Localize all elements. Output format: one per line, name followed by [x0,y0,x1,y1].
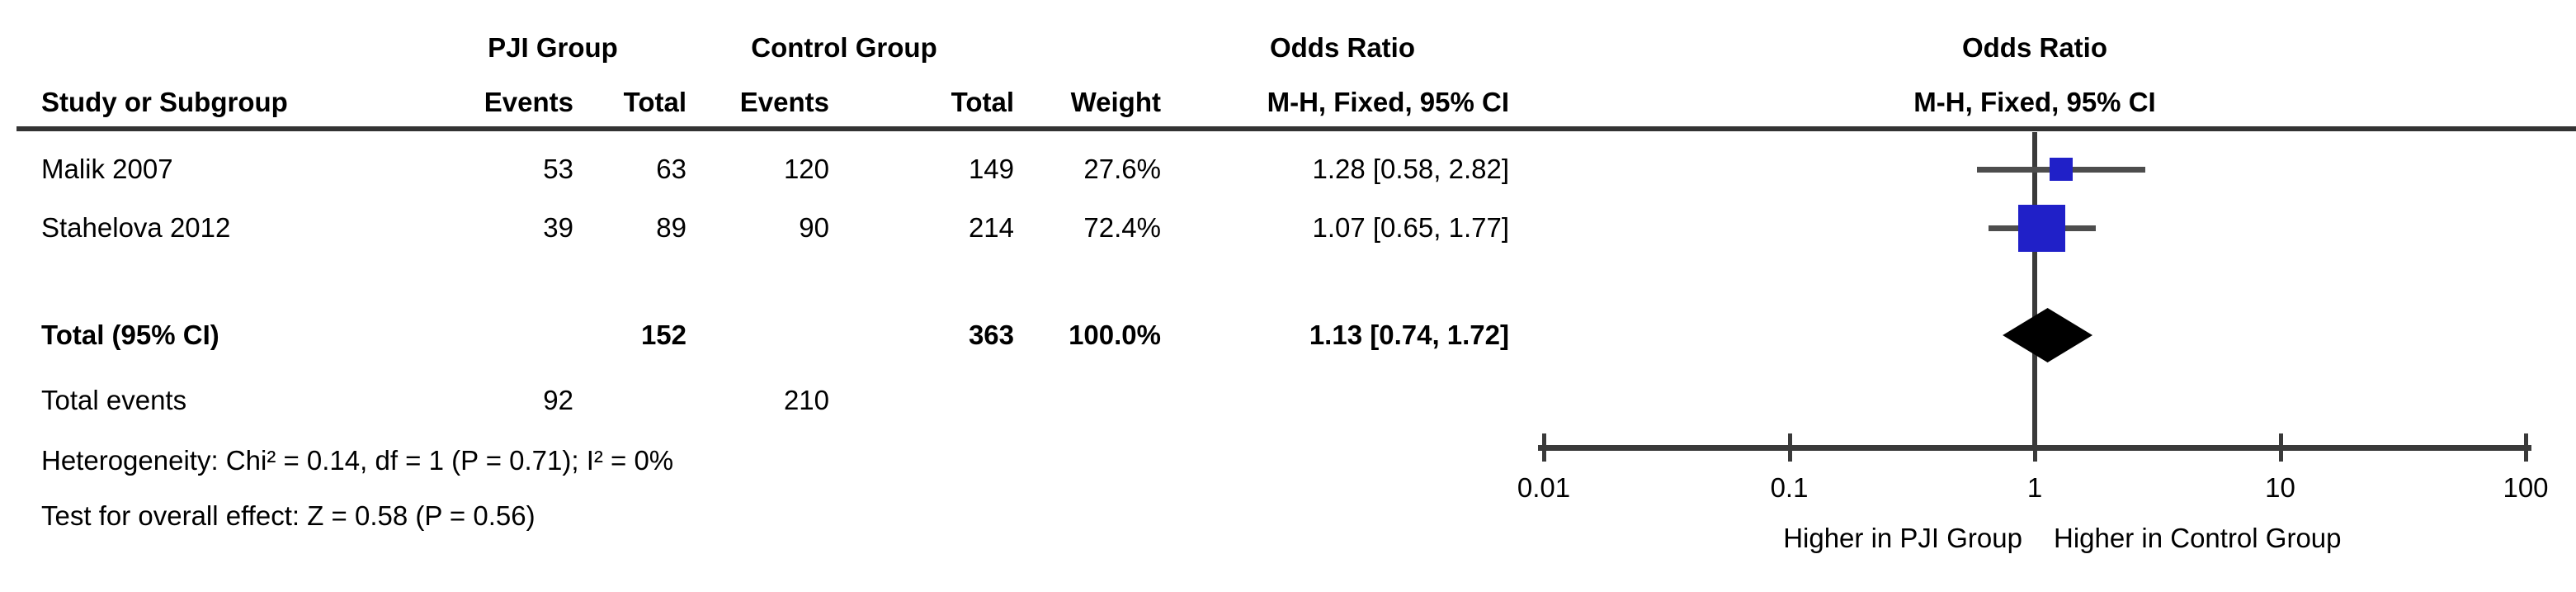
control-group-header: Control Group [751,32,937,63]
ci-column-header-right: M-H, Fixed, 95% CI [1913,87,2156,117]
total-or-ci: 1.13 [0.74, 1.72] [1309,320,1509,350]
header-divider-line [17,126,2576,131]
heterogeneity-text: Heterogeneity: Chi² = 0.14, df = 1 (P = … [41,445,674,476]
group-header-row: PJI Group Control Group Odds Ratio Odds … [0,28,2576,68]
control-events-value: 120 [783,154,829,184]
pji-events-column-header: Events [484,87,573,117]
total-label: Total (95% CI) [41,320,219,350]
study-square-marker [2049,158,2073,181]
total-control-total: 363 [968,320,1014,350]
control-events-value: 90 [799,212,829,243]
control-total-value: 149 [968,154,1014,184]
axis-tick [2278,433,2283,462]
axis-tick [2524,433,2528,462]
column-header-row: Study or Subgroup Events Total Events To… [0,83,2576,122]
study-square-marker [2018,204,2066,252]
or-ci-value: 1.28 [0.58, 2.82] [1312,154,1509,184]
pji-events-value: 39 [543,212,573,243]
table-row: Malik 2007 53 63 120 149 27.6% 1.28 [0.5… [0,149,2576,189]
pji-group-header: PJI Group [488,32,618,63]
axis-tick-label: 0.1 [1770,472,1809,503]
axis-tick [2033,433,2037,462]
axis-tick [1787,433,1792,462]
weight-value: 72.4% [1083,212,1161,243]
axis-caption-left: Higher in PJI Group [1783,523,2022,553]
weight-value: 27.6% [1083,154,1161,184]
axis-tick-label: 10 [2265,472,2295,503]
total-weight: 100.0% [1069,320,1161,350]
control-total-column-header: Total [951,87,1014,117]
control-total-value: 214 [968,212,1014,243]
total-diamond [2003,308,2093,362]
or-ci-value: 1.07 [0.65, 1.77] [1312,212,1509,243]
axis-caption-right: Higher in Control Group [2054,523,2342,553]
pji-total-value: 63 [656,154,686,184]
study-column-header: Study or Subgroup [41,87,288,117]
total-events-control-value: 210 [783,385,829,415]
control-events-column-header: Events [739,87,829,117]
pji-total-column-header: Total [623,87,686,117]
overall-effect-text: Test for overall effect: Z = 0.58 (P = 0… [41,500,535,531]
total-pji-total: 152 [640,320,686,350]
pji-events-value: 53 [543,154,573,184]
study-name: Stahelova 2012 [41,212,231,243]
axis-tick-label: 1 [2026,472,2043,503]
axis-tick-label: 0.01 [1517,472,1571,503]
total-events-pji-value: 92 [543,385,573,415]
heterogeneity-footnote-row: Heterogeneity: Chi² = 0.14, df = 1 (P = … [0,441,2576,481]
pji-total-value: 89 [656,212,686,243]
overall-effect-footnote-row: Test for overall effect: Z = 0.58 (P = 0… [0,496,2576,536]
odds-ratio-header-left: Odds Ratio [1269,32,1415,63]
axis-tick [1542,433,1546,462]
null-effect-line [2032,132,2037,450]
axis-tick-label: 100 [2503,472,2549,503]
total-row: Total (95% CI) 152 363 100.0% 1.13 [0.74… [0,315,2576,355]
study-name: Malik 2007 [41,154,173,184]
weight-column-header: Weight [1070,87,1161,117]
total-events-row: Total events 92 210 [0,381,2576,420]
odds-ratio-header-right: Odds Ratio [1961,32,2107,63]
table-row: Stahelova 2012 39 89 90 214 72.4% 1.07 [… [0,208,2576,248]
ci-column-header-left: M-H, Fixed, 95% CI [1267,87,1509,117]
total-events-label: Total events [41,385,187,415]
